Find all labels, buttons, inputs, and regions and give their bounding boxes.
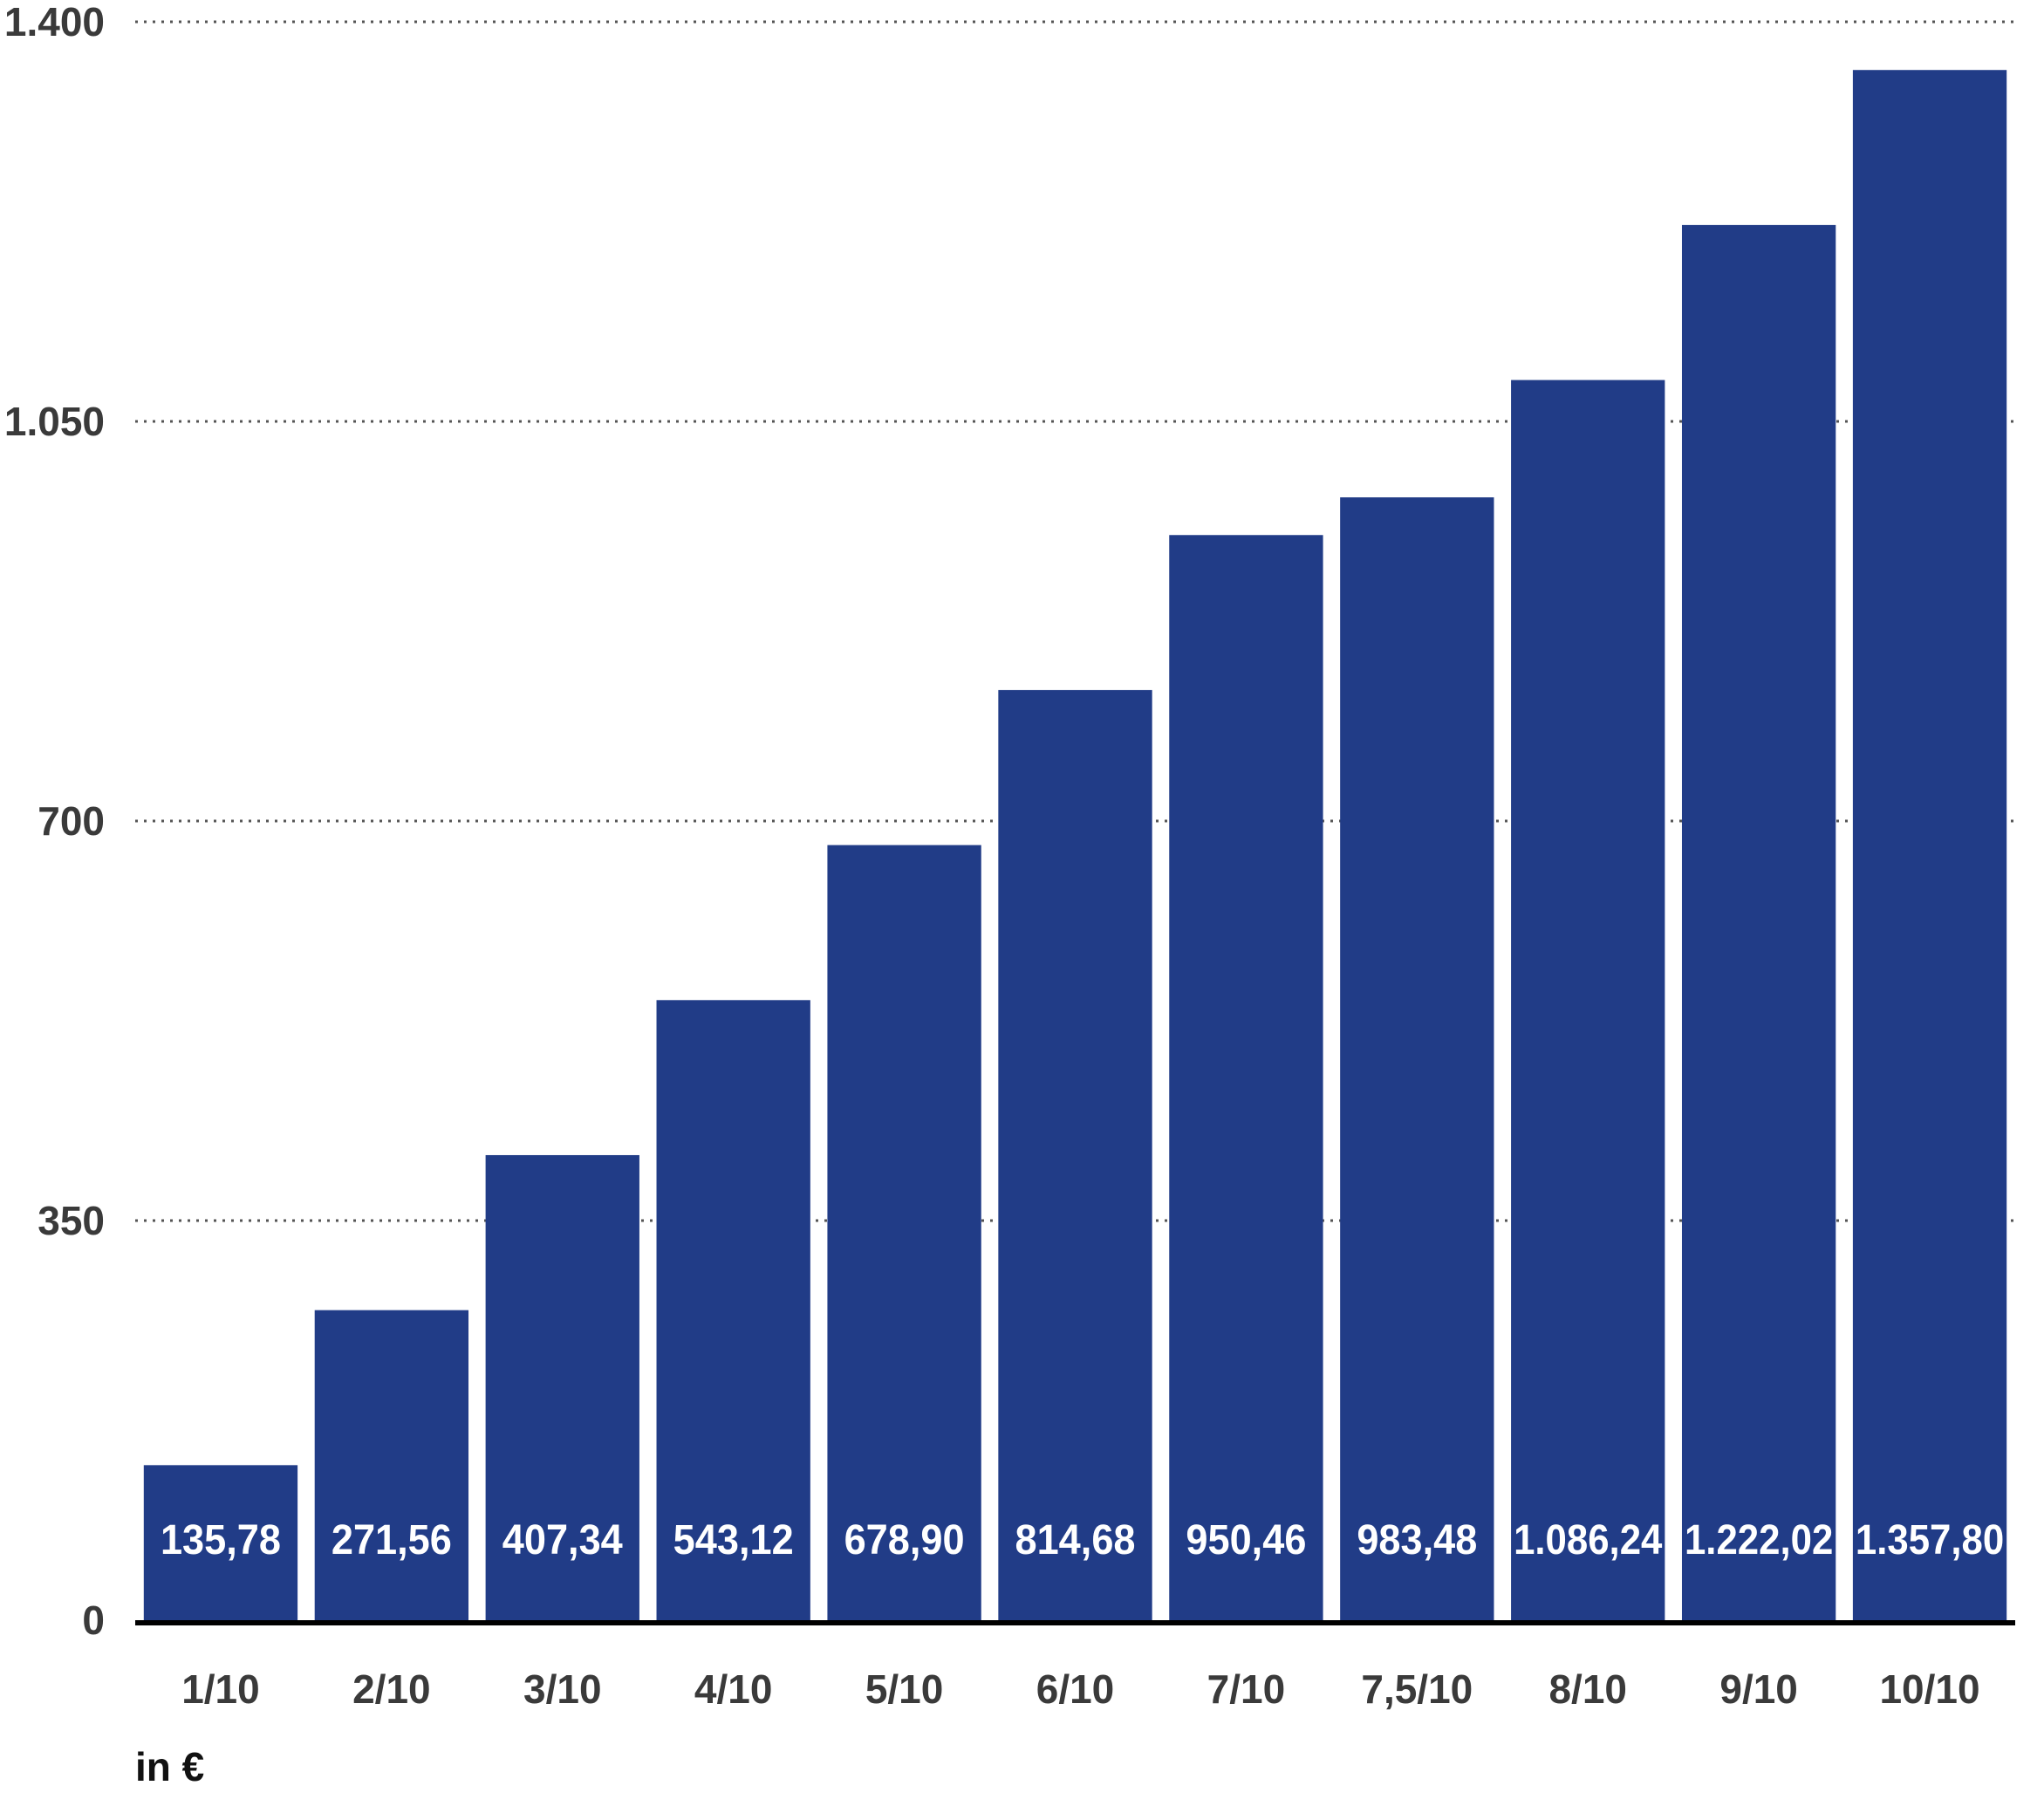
x-category-label: 3/10 (523, 1666, 602, 1712)
bar (827, 845, 981, 1620)
bar-value-label: 678,90 (844, 1517, 965, 1563)
bar-value-label: 271,56 (332, 1517, 452, 1563)
bar (143, 1465, 298, 1620)
bar (485, 1154, 639, 1620)
bar (1681, 224, 1836, 1620)
bar-value-label: 814,68 (1015, 1517, 1136, 1563)
y-tick-label: 350 (38, 1198, 105, 1243)
y-tick-label: 1.400 (4, 0, 105, 44)
x-category-label: 5/10 (865, 1666, 944, 1712)
bar (1852, 70, 2007, 1621)
bar-value-labels: 135,78 271,56 407,34 543,12 678,90 814,68 950,… (161, 1517, 2004, 1563)
bar-value-label: 983,48 (1357, 1517, 1477, 1563)
y-tick-label: 700 (38, 798, 105, 844)
y-tick-label: 0 (82, 1597, 105, 1643)
bar-value-label: 1.357,80 (1856, 1517, 2004, 1563)
bar-value-label: 135,78 (161, 1517, 281, 1563)
bar (314, 1310, 469, 1620)
y-axis-ticks: 0 350 700 1.050 1.400 (4, 0, 105, 1643)
bar-value-label: 543,12 (673, 1517, 794, 1563)
bar (1511, 380, 1665, 1620)
x-category-label: 1/10 (181, 1666, 260, 1712)
x-category-label: 7/10 (1207, 1666, 1286, 1712)
bar-value-label: 950,46 (1186, 1517, 1306, 1563)
bar-value-label: 407,34 (502, 1517, 623, 1563)
x-category-label: 7,5/10 (1361, 1666, 1473, 1712)
bar (1340, 497, 1494, 1620)
bars (143, 70, 2007, 1621)
x-category-label: 10/10 (1879, 1666, 1979, 1712)
x-category-label: 2/10 (352, 1666, 431, 1712)
bar (1169, 535, 1323, 1621)
bar-value-label: 1.086,24 (1514, 1517, 1663, 1563)
y-tick-label: 1.050 (4, 399, 105, 444)
x-category-label: 9/10 (1719, 1666, 1798, 1712)
unit-label: in € (135, 1744, 204, 1789)
bar (998, 689, 1152, 1620)
x-category-label: 6/10 (1036, 1666, 1115, 1712)
bar-value-label: 1.222,02 (1685, 1517, 1833, 1563)
x-category-label: 8/10 (1548, 1666, 1627, 1712)
bar (656, 1000, 810, 1620)
x-axis-categories: 1/10 2/10 3/10 4/10 5/10 6/10 7/10 7,5/10 8/10 9/… (181, 1666, 1979, 1712)
x-category-label: 4/10 (694, 1666, 773, 1712)
